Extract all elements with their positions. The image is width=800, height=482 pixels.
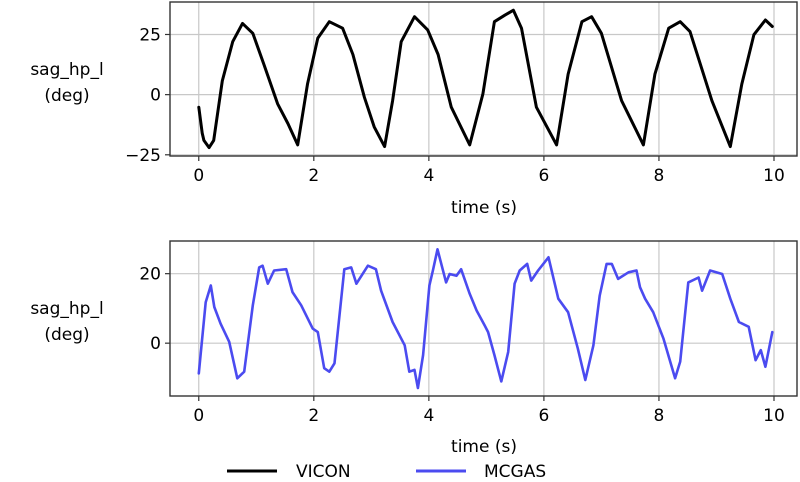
mcgas-line — [197, 248, 774, 390]
bottom-ylabel-line2: (deg) — [44, 325, 89, 345]
x-tick-label: 6 — [538, 406, 549, 426]
x-tick-label: 0 — [193, 406, 204, 426]
x-tick-label: 10 — [763, 406, 785, 426]
top-plot: 0 2 4 6 8 10 −25 0 25 sag_hp_l (deg) time (s) — [30, 1, 798, 218]
top-ylabel-line1: sag_hp_l — [30, 60, 103, 80]
x-tick-label: 2 — [308, 406, 319, 426]
legend-mcgas-label: MCGAS — [484, 462, 546, 482]
bottom-xlabel: time (s) — [451, 437, 517, 457]
bottom-axes-frame — [169, 240, 798, 397]
y-tick-label: −25 — [125, 146, 161, 166]
x-tick-label: 4 — [423, 406, 434, 426]
bottom-ticks: 0 2 4 6 8 10 0 20 — [139, 265, 784, 426]
x-tick-label: 2 — [308, 166, 319, 186]
y-tick-label: 0 — [150, 334, 161, 354]
top-ylabel-line2: (deg) — [44, 86, 89, 106]
legend-vicon-label: VICON — [296, 462, 351, 482]
top-xlabel: time (s) — [451, 198, 517, 218]
legend: VICON MCGAS — [227, 462, 546, 482]
y-tick-label: 20 — [139, 265, 161, 285]
x-tick-label: 8 — [654, 166, 665, 186]
x-tick-label: 10 — [763, 166, 785, 186]
x-tick-label: 0 — [193, 166, 204, 186]
vicon-line — [197, 8, 774, 150]
bottom-plot: 0 2 4 6 8 10 0 20 sag_hp_l (deg) time (s) — [30, 240, 798, 457]
top-axes-frame — [169, 1, 798, 157]
top-grid — [170, 2, 797, 156]
top-ticks: 0 2 4 6 8 10 −25 0 25 — [125, 25, 785, 186]
x-tick-label: 6 — [538, 166, 549, 186]
x-tick-label: 8 — [654, 406, 665, 426]
y-tick-label: 0 — [150, 86, 161, 106]
x-tick-label: 4 — [423, 166, 434, 186]
bottom-grid — [170, 241, 797, 396]
y-tick-label: 25 — [139, 25, 161, 45]
bottom-ylabel-line1: sag_hp_l — [30, 299, 103, 319]
